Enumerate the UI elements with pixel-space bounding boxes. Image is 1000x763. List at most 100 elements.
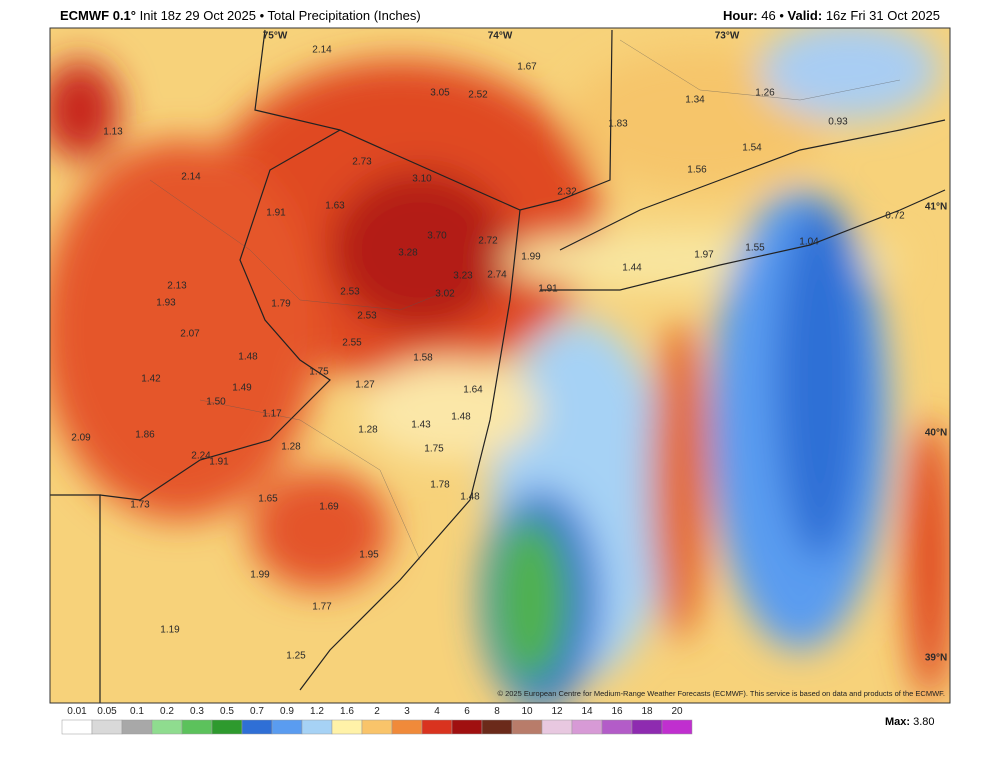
- precip-label: 1.13: [103, 127, 123, 138]
- colorbar-swatch: [361, 719, 393, 735]
- colorbar-tick: 4: [434, 706, 440, 717]
- map-frame: [49, 27, 951, 704]
- max: Max: 3.80: [885, 716, 935, 728]
- colorbar-tick: 0.5: [220, 706, 234, 717]
- colorbar-swatch: [541, 719, 573, 735]
- colorbar-tick: 3: [404, 706, 410, 717]
- colorbar-tick: 2: [374, 706, 380, 717]
- precip-label: 1.50: [206, 397, 226, 408]
- precip-label: 1.17: [262, 409, 282, 420]
- colorbar-swatch: [61, 719, 93, 735]
- colorbar-swatch: [601, 719, 633, 735]
- precip-label: 1.99: [250, 570, 270, 581]
- coord-label: 41°N: [925, 202, 947, 213]
- precip-label: 1.75: [424, 444, 444, 455]
- colorbar-swatch: [451, 719, 483, 735]
- precip-label: 1.77: [312, 602, 332, 613]
- map: [50, 28, 950, 703]
- colorbar-tick: 0.9: [280, 706, 294, 717]
- precip-label: 3.23: [453, 271, 473, 282]
- precip-label: 1.48: [460, 492, 480, 503]
- precip-label: 1.42: [141, 374, 161, 385]
- colorbar-swatch: [391, 719, 423, 735]
- colorbar-swatch: [661, 719, 693, 735]
- precip-label: 1.49: [232, 383, 252, 394]
- coord-label: 40°N: [925, 428, 947, 439]
- colorbar-tick: 1.6: [340, 706, 354, 717]
- precip-label: 1.04: [799, 237, 819, 248]
- precip-label: 0.93: [828, 117, 848, 128]
- precip-label: 1.69: [319, 502, 339, 513]
- colorbar-tick: 0.3: [190, 706, 204, 717]
- colorbar-swatch: [211, 719, 243, 735]
- precip-label: 1.86: [135, 430, 155, 441]
- colorbar-tick: 0.7: [250, 706, 264, 717]
- colorbar-tick: 16: [611, 706, 623, 717]
- colorbar-swatch: [151, 719, 183, 735]
- precip-label: 1.99: [521, 252, 541, 263]
- precip-label: 1.97: [694, 250, 714, 261]
- precip-label: 1.19: [160, 625, 180, 636]
- title: ECMWF 0.1° Init 18z 29 Oct 2025 • Total …: [60, 8, 421, 23]
- precip-label: 1.93: [156, 298, 176, 309]
- colorbar-tick: 0.05: [97, 706, 117, 717]
- colorbar-swatch: [511, 719, 543, 735]
- precip-label: 2.72: [478, 236, 498, 247]
- colorbar-tick: 0.1: [130, 706, 144, 717]
- precip-label: 2.07: [180, 329, 200, 340]
- colorbar-tick: 10: [521, 706, 533, 717]
- colorbar-tick: 20: [671, 706, 683, 717]
- colorbar-tick: 14: [581, 706, 593, 717]
- precip-label: 2.74: [487, 270, 507, 281]
- precip-label: 1.26: [755, 88, 775, 99]
- precip-label: 2.09: [71, 433, 91, 444]
- precip-label: 1.55: [745, 243, 765, 254]
- colorbar-tick: 6: [464, 706, 470, 717]
- precip-label: 1.83: [608, 119, 628, 130]
- colorbar-swatch: [331, 719, 363, 735]
- coord-label: 75°W: [263, 31, 288, 42]
- colorbar-swatch: [241, 719, 273, 735]
- colorbar-swatch: [121, 719, 153, 735]
- precip-label: 1.28: [281, 442, 301, 453]
- colorbar-tick: 0.01: [67, 706, 87, 717]
- precip-label: 1.64: [463, 385, 483, 396]
- precip-label: 1.28: [358, 425, 378, 436]
- colorbar-tick: 0.2: [160, 706, 174, 717]
- colorbar-swatch: [301, 719, 333, 735]
- precip-label: 2.14: [181, 172, 201, 183]
- colorbar-swatch: [181, 719, 213, 735]
- precip-label: 1.67: [517, 62, 537, 73]
- precip-label: 2.73: [352, 157, 372, 168]
- precip-label: 3.28: [398, 248, 418, 259]
- precip-label: 2.55: [342, 338, 362, 349]
- precip-label: 1.48: [451, 412, 471, 423]
- precip-label: 2.53: [357, 311, 377, 322]
- precip-label: 1.73: [130, 500, 150, 511]
- precip-label: 1.43: [411, 420, 431, 431]
- colorbar-tick: 12: [551, 706, 563, 717]
- precip-label: 1.91: [266, 208, 286, 219]
- precip-label: 2.52: [468, 90, 488, 101]
- colorbar-tick: 18: [641, 706, 653, 717]
- colorbar-tick: 1.2: [310, 706, 324, 717]
- coord-label: 39°N: [925, 653, 947, 664]
- coord-label: 74°W: [488, 31, 513, 42]
- precip-label: 2.32: [557, 187, 577, 198]
- precip-label: 1.44: [622, 263, 642, 274]
- precip-label: 2.14: [312, 45, 332, 56]
- precip-label: 3.02: [435, 289, 455, 300]
- colorbar-swatch: [91, 719, 123, 735]
- precip-label: 1.91: [538, 284, 558, 295]
- colorbar-swatch: [421, 719, 453, 735]
- valid: Hour: 46 • Valid: 16z Fri 31 Oct 2025: [723, 8, 940, 23]
- precip-label: 1.34: [685, 95, 705, 106]
- precip-label: 3.70: [427, 231, 447, 242]
- precip-label: 1.79: [271, 299, 291, 310]
- precip-label: 2.13: [167, 281, 187, 292]
- precip-label: 3.05: [430, 88, 450, 99]
- precip-label: 1.27: [355, 380, 375, 391]
- precip-label: 1.56: [687, 165, 707, 176]
- precip-label: 2.53: [340, 287, 360, 298]
